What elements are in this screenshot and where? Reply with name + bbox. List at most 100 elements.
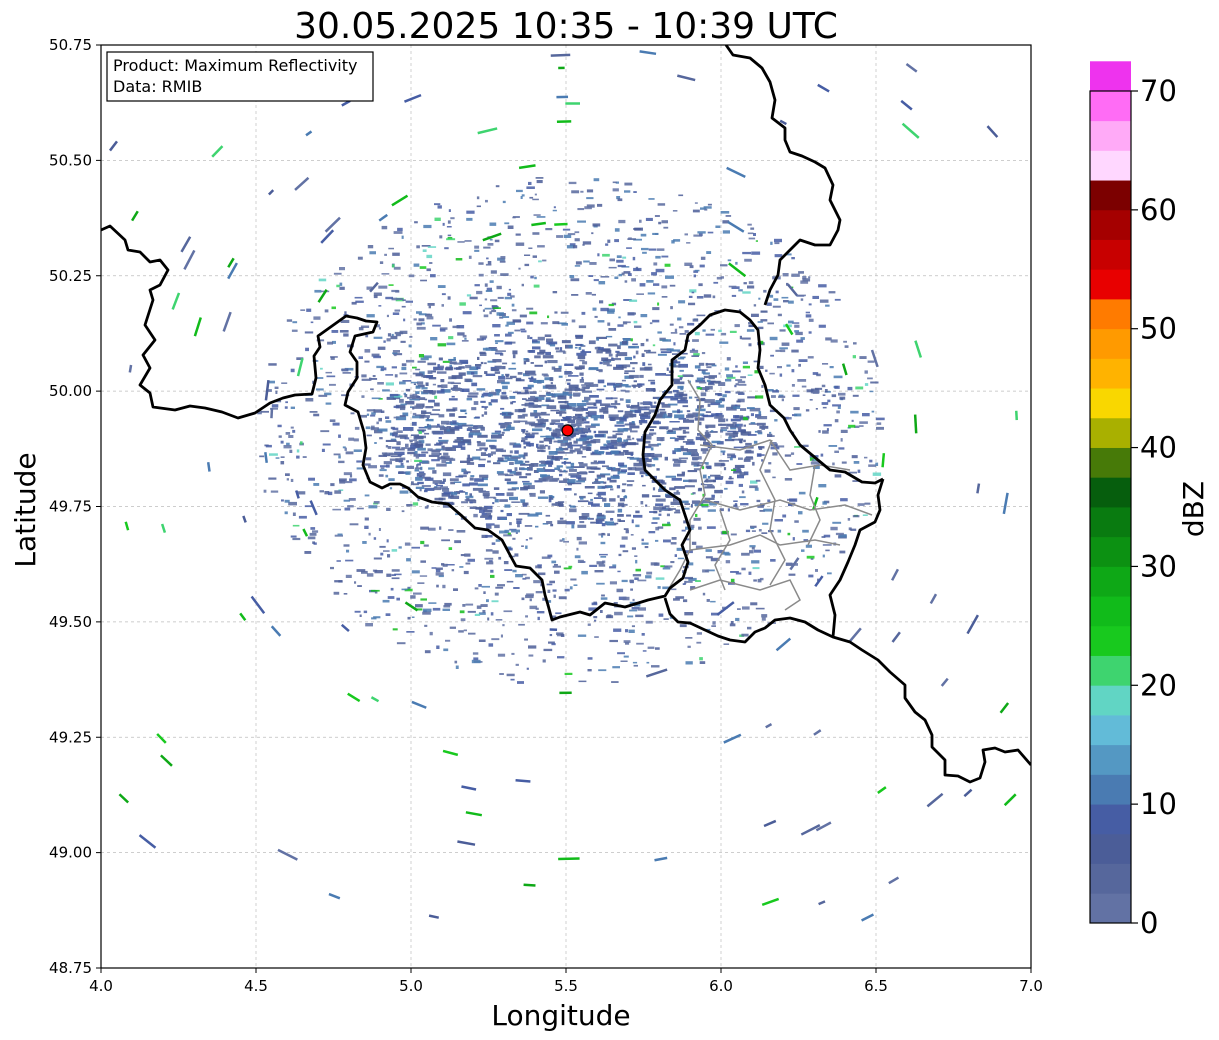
echo-pixel bbox=[488, 560, 493, 562]
echo-pixel bbox=[381, 452, 388, 455]
echo-pixel bbox=[398, 460, 403, 463]
echo-pixel bbox=[731, 294, 737, 297]
echo-pixel bbox=[325, 371, 332, 374]
echo-pixel bbox=[706, 526, 716, 529]
echo-pixel bbox=[603, 481, 607, 484]
echo-pixel bbox=[625, 442, 636, 446]
echo-pixel bbox=[557, 656, 565, 659]
echo-pixel bbox=[324, 309, 329, 313]
echo-pixel bbox=[757, 454, 765, 456]
echo-pixel bbox=[385, 439, 397, 442]
echo-pixel bbox=[567, 375, 579, 377]
echo-pixel bbox=[690, 586, 696, 589]
echo-pixel bbox=[552, 433, 558, 437]
echo-pixel bbox=[755, 395, 764, 399]
echo-pixel bbox=[459, 566, 464, 568]
echo-pixel bbox=[292, 524, 300, 527]
echo-pixel bbox=[641, 353, 645, 357]
echo-pixel bbox=[300, 309, 306, 311]
echo-pixel bbox=[561, 461, 571, 464]
echo-pixel bbox=[551, 560, 557, 564]
echo-pixel bbox=[621, 379, 626, 382]
echo-pixel bbox=[536, 443, 539, 448]
echo-pixel bbox=[750, 525, 757, 528]
echo-pixel bbox=[549, 479, 558, 482]
echo-pixel bbox=[525, 594, 534, 599]
echo-pixel bbox=[653, 511, 658, 514]
echo-pixel bbox=[334, 580, 343, 583]
echo-pixel bbox=[436, 645, 440, 649]
echo-pixel bbox=[781, 398, 784, 402]
echo-pixel bbox=[677, 317, 682, 321]
echo-pixel bbox=[458, 372, 466, 376]
echo-pixel bbox=[286, 319, 293, 322]
echo-pixel bbox=[280, 461, 285, 465]
echo-pixel bbox=[670, 332, 678, 334]
echo-pixel bbox=[417, 429, 427, 432]
echo-pixel bbox=[431, 393, 435, 395]
echo-pixel bbox=[771, 395, 776, 398]
echo-pixel bbox=[753, 549, 761, 553]
echo-pixel bbox=[285, 401, 288, 404]
echo-pixel bbox=[721, 429, 727, 432]
echo-pixel bbox=[554, 311, 558, 314]
echo-pixel bbox=[631, 519, 634, 524]
echo-streak bbox=[124, 521, 130, 531]
echo-pixel bbox=[333, 591, 340, 595]
echo-pixel bbox=[580, 190, 584, 193]
echo-pixel bbox=[395, 458, 404, 462]
echo-pixel bbox=[349, 523, 359, 526]
echo-pixel bbox=[646, 571, 653, 575]
echo-pixel bbox=[625, 390, 630, 393]
echo-pixel bbox=[466, 210, 475, 214]
echo-pixel bbox=[726, 423, 734, 427]
echo-pixel bbox=[645, 351, 657, 354]
echo-pixel bbox=[591, 293, 596, 296]
echo-pixel bbox=[633, 355, 636, 359]
echo-streak bbox=[913, 414, 918, 434]
echo-pixel bbox=[709, 382, 714, 385]
echo-pixel bbox=[478, 584, 482, 587]
echo-pixel bbox=[408, 274, 415, 278]
echo-pixel bbox=[613, 602, 618, 605]
echo-pixel bbox=[829, 366, 834, 369]
echo-pixel bbox=[515, 242, 525, 246]
echo-pixel bbox=[483, 314, 489, 318]
echo-pixel bbox=[684, 485, 695, 488]
echo-pixel bbox=[689, 265, 694, 269]
echo-pixel bbox=[462, 311, 472, 315]
echo-pixel bbox=[422, 608, 432, 612]
echo-pixel bbox=[274, 386, 279, 389]
echo-pixel bbox=[368, 465, 377, 469]
echo-pixel bbox=[632, 661, 638, 664]
echo-pixel bbox=[497, 380, 505, 384]
echo-pixel bbox=[569, 441, 572, 444]
echo-pixel bbox=[345, 451, 354, 455]
echo-pixel bbox=[637, 439, 645, 442]
echo-pixel bbox=[373, 336, 383, 339]
echo-pixel bbox=[490, 451, 496, 455]
echo-pixel bbox=[726, 374, 733, 378]
echo-pixel bbox=[597, 320, 605, 323]
echo-pixel bbox=[557, 395, 567, 400]
echo-pixel bbox=[758, 529, 762, 532]
echo-pixel bbox=[617, 428, 628, 432]
echo-pixel bbox=[725, 418, 729, 422]
echo-pixel bbox=[432, 480, 442, 484]
echo-pixel bbox=[626, 484, 633, 487]
echo-pixel bbox=[452, 445, 463, 448]
echo-pixel bbox=[781, 296, 789, 299]
echo-pixel bbox=[554, 457, 559, 461]
echo-pixel bbox=[583, 260, 590, 263]
echo-pixel bbox=[443, 605, 451, 608]
echo-streak bbox=[404, 601, 419, 612]
echo-pixel bbox=[366, 434, 372, 437]
echo-pixel bbox=[378, 474, 384, 477]
echo-pixel bbox=[617, 264, 626, 268]
echo-streak bbox=[841, 363, 848, 376]
info-product-text: Product: Maximum Reflectivity bbox=[113, 56, 357, 75]
echo-streak bbox=[239, 612, 247, 621]
echo-streak bbox=[305, 130, 313, 137]
echo-pixel bbox=[730, 425, 739, 428]
echo-pixel bbox=[415, 443, 424, 447]
